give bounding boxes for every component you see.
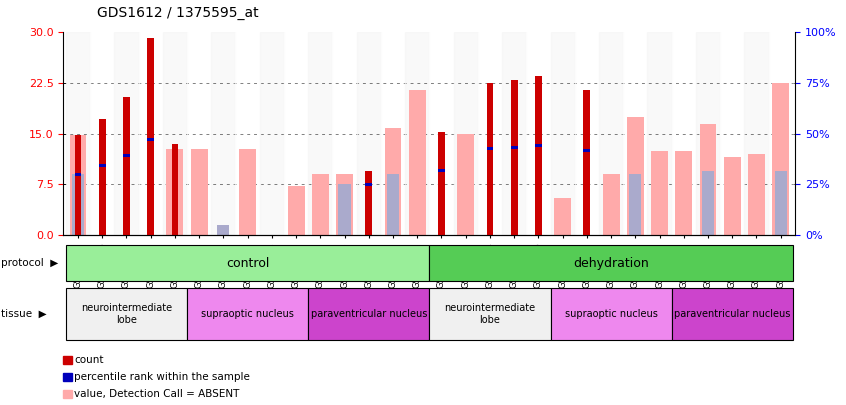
Text: supraoptic nucleus: supraoptic nucleus [201,309,294,319]
Bar [551,32,574,235]
Bar [486,147,493,150]
Bar [217,225,229,235]
Bar [629,174,641,235]
Bar [624,32,647,235]
Bar [702,171,714,235]
Bar [312,174,329,235]
Bar [91,32,114,235]
Text: neurointermediate
lobe: neurointermediate lobe [81,303,172,325]
Bar [554,198,571,235]
Bar [69,135,86,235]
Bar [212,32,235,235]
Bar [478,32,502,235]
Bar [724,157,741,235]
Bar [66,32,91,235]
Bar [535,76,541,235]
Text: dehydration: dehydration [574,257,649,270]
Bar [672,32,696,235]
Bar [235,32,260,235]
Bar [332,32,357,235]
Bar [602,174,619,235]
Bar [457,134,474,235]
Bar [284,32,308,235]
Bar [651,151,668,235]
Bar [599,32,624,235]
Bar [147,38,154,235]
Bar [172,144,179,235]
Text: tissue  ▶: tissue ▶ [1,309,47,319]
Bar [768,32,793,235]
Text: protocol  ▶: protocol ▶ [1,258,58,268]
Bar [308,32,332,235]
Bar [584,149,591,152]
Text: supraoptic nucleus: supraoptic nucleus [564,309,657,319]
Bar [511,146,518,149]
Bar [336,174,353,235]
Bar [167,149,184,235]
Bar [381,32,405,235]
Bar [187,32,212,235]
Text: neurointermediate
lobe: neurointermediate lobe [444,303,536,325]
Bar [74,135,81,235]
Bar [772,83,789,235]
Bar [72,174,84,235]
Bar [288,186,305,235]
Bar [385,128,402,235]
Bar [675,151,692,235]
Bar [647,32,672,235]
Bar [357,32,381,235]
Bar [438,132,445,235]
Bar [239,149,256,235]
Bar [584,90,591,235]
Bar [99,164,106,167]
Bar [502,32,526,235]
Bar [405,32,429,235]
Bar [574,32,599,235]
Bar [114,32,139,235]
Bar [190,149,207,235]
Bar [627,117,644,235]
Bar [526,32,551,235]
Bar [338,184,350,235]
Text: paraventricular nucleus: paraventricular nucleus [674,309,790,319]
Bar [139,32,162,235]
Text: value, Detection Call = ABSENT: value, Detection Call = ABSENT [74,389,239,399]
Bar [486,83,493,235]
Text: GDS1612 / 1375595_at: GDS1612 / 1375595_at [97,6,259,20]
Bar [720,32,744,235]
Bar [409,90,426,235]
Bar [162,32,187,235]
Bar [696,32,720,235]
Bar [438,169,445,172]
Bar [511,80,518,235]
Bar [387,174,399,235]
Bar [429,32,453,235]
Bar [748,154,765,235]
Text: control: control [226,257,269,270]
Bar [365,183,372,186]
Bar [365,171,372,235]
Bar [453,32,478,235]
Text: count: count [74,355,104,365]
Bar [123,154,129,157]
Text: percentile rank within the sample: percentile rank within the sample [74,372,250,382]
Bar [260,32,284,235]
Bar [535,144,541,147]
Bar [99,119,106,235]
Bar [744,32,768,235]
Bar [775,171,787,235]
Text: paraventricular nucleus: paraventricular nucleus [310,309,427,319]
Bar [74,173,81,176]
Bar [700,124,717,235]
Bar [123,96,129,235]
Bar [147,138,154,141]
